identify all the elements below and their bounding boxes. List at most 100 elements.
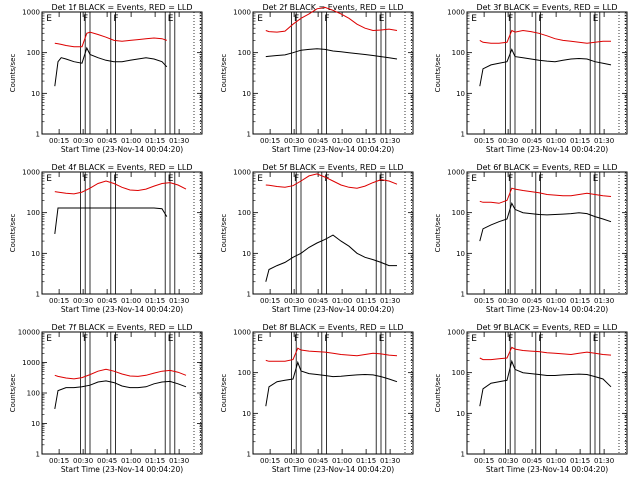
x-tick-label: 01:15 <box>145 137 165 145</box>
y-tick-label: 1000 <box>447 329 465 337</box>
interval-marker: F <box>508 174 513 184</box>
interval-marker: F <box>83 334 88 344</box>
interval-marker: F <box>538 174 543 184</box>
plot-frame <box>252 331 414 455</box>
y-tick-label: 100 <box>27 209 40 217</box>
y-tick-label: 1000 <box>233 329 251 337</box>
x-axis-label: Start Time (23-Nov-14 00:04:20) <box>61 305 183 314</box>
y-tick-label: 10 <box>242 90 251 98</box>
interval-marker: E <box>46 334 52 344</box>
plot-frame <box>41 331 203 455</box>
events-series-line <box>265 360 398 407</box>
panel-title: Det 5f BLACK = Events, RED = LLD <box>262 163 403 172</box>
x-tick-label: 01:30 <box>594 137 614 145</box>
plot-frame <box>466 331 628 455</box>
y-axis-label: Counts/sec <box>434 54 442 93</box>
y-axis-label: Counts/sec <box>9 374 17 413</box>
x-tick-label: 00:45 <box>308 297 328 305</box>
events-series-line <box>54 380 187 409</box>
y-tick-label: 1000 <box>233 169 251 177</box>
panel-title: Det 4f BLACK = Events, RED = LLD <box>51 163 192 172</box>
y-tick-label: 10 <box>31 90 40 98</box>
y-tick-label: 1 <box>247 451 251 459</box>
lld-series-line <box>54 368 187 380</box>
plot-frame <box>466 11 628 135</box>
x-axis-label: Start Time (23-Nov-14 00:04:20) <box>61 145 183 154</box>
x-tick-label: 00:30 <box>284 297 304 305</box>
x-tick-label: 00:45 <box>308 457 328 465</box>
y-tick-label: 10000 <box>18 329 40 337</box>
y-tick-label: 1000 <box>22 169 40 177</box>
y-tick-label: 1 <box>247 131 251 139</box>
interval-marker: E <box>471 174 477 184</box>
interval-marker: E <box>593 14 599 24</box>
y-tick-label: 100 <box>238 209 251 217</box>
y-tick-label: 10 <box>242 410 251 418</box>
interval-marker: E <box>46 174 52 184</box>
interval-marker: E <box>471 334 477 344</box>
x-tick-label: 01:00 <box>546 457 566 465</box>
y-tick-label: 100 <box>452 49 465 57</box>
interval-marker: F <box>113 334 118 344</box>
detector-panel: Det 5f BLACK = Events, RED = LLD 1 10 100 10… <box>220 163 414 314</box>
interval-marker: E <box>593 334 599 344</box>
interval-marker: F <box>508 334 513 344</box>
detector-panel: Det 2f BLACK = Events, RED = LLD 1 10 100 10… <box>220 3 414 154</box>
plot-frame <box>252 171 414 295</box>
x-tick-label: 01:15 <box>145 297 165 305</box>
interval-marker: F <box>113 174 118 184</box>
y-tick-label: 100 <box>452 369 465 377</box>
x-tick-label: 01:15 <box>570 457 590 465</box>
interval-marker: F <box>538 14 543 24</box>
interval-marker: E <box>257 334 263 344</box>
x-tick-label: 00:45 <box>308 137 328 145</box>
x-tick-label: 01:30 <box>380 297 400 305</box>
x-tick-label: 01:30 <box>594 297 614 305</box>
x-tick-label: 01:30 <box>380 137 400 145</box>
x-tick-label: 00:30 <box>73 297 93 305</box>
y-tick-label: 10 <box>31 250 40 258</box>
events-series-line <box>54 46 168 87</box>
y-tick-label: 10 <box>31 420 40 428</box>
lld-series-line <box>265 6 398 33</box>
plot-frame <box>41 11 203 135</box>
x-tick-label: 00:15 <box>474 137 494 145</box>
x-axis-label: Start Time (23-Nov-14 00:04:20) <box>486 305 608 314</box>
lld-series-line <box>265 347 398 362</box>
interval-marker: E <box>471 14 477 24</box>
events-series-line <box>265 48 398 60</box>
y-tick-label: 1000 <box>22 9 40 17</box>
x-tick-label: 00:45 <box>522 297 542 305</box>
y-tick-label: 1 <box>461 131 465 139</box>
y-axis-label: Counts/sec <box>9 214 17 253</box>
y-axis-label: Counts/sec <box>434 214 442 253</box>
interval-marker: E <box>168 334 174 344</box>
y-axis-label: Counts/sec <box>220 214 228 253</box>
x-tick-label: 00:30 <box>498 297 518 305</box>
x-axis-label: Start Time (23-Nov-14 00:04:20) <box>272 305 394 314</box>
x-tick-label: 00:15 <box>49 137 69 145</box>
x-tick-label: 00:15 <box>260 137 280 145</box>
x-axis-label: Start Time (23-Nov-14 00:04:20) <box>486 465 608 474</box>
interval-marker: F <box>324 334 329 344</box>
x-tick-label: 01:00 <box>332 457 352 465</box>
x-tick-label: 01:15 <box>570 297 590 305</box>
panel-title: Det 8f BLACK = Events, RED = LLD <box>262 323 403 332</box>
events-series-line <box>479 48 612 87</box>
x-tick-label: 01:30 <box>169 297 189 305</box>
x-tick-label: 01:15 <box>356 457 376 465</box>
interval-marker: E <box>168 14 174 24</box>
interval-marker: F <box>324 174 329 184</box>
y-tick-label: 10 <box>456 250 465 258</box>
x-tick-label: 00:15 <box>49 297 69 305</box>
y-axis-label: Counts/sec <box>220 374 228 413</box>
x-axis-label: Start Time (23-Nov-14 00:04:20) <box>486 145 608 154</box>
x-tick-label: 01:00 <box>121 457 141 465</box>
y-axis-label: Counts/sec <box>9 54 17 93</box>
lld-series-line <box>54 180 187 195</box>
events-series-line <box>54 207 168 234</box>
x-tick-label: 01:30 <box>169 457 189 465</box>
detector-panel: Det 4f BLACK = Events, RED = LLD 1 10 100 10… <box>9 163 203 314</box>
events-series-line <box>265 234 397 282</box>
x-tick-label: 01:15 <box>356 137 376 145</box>
